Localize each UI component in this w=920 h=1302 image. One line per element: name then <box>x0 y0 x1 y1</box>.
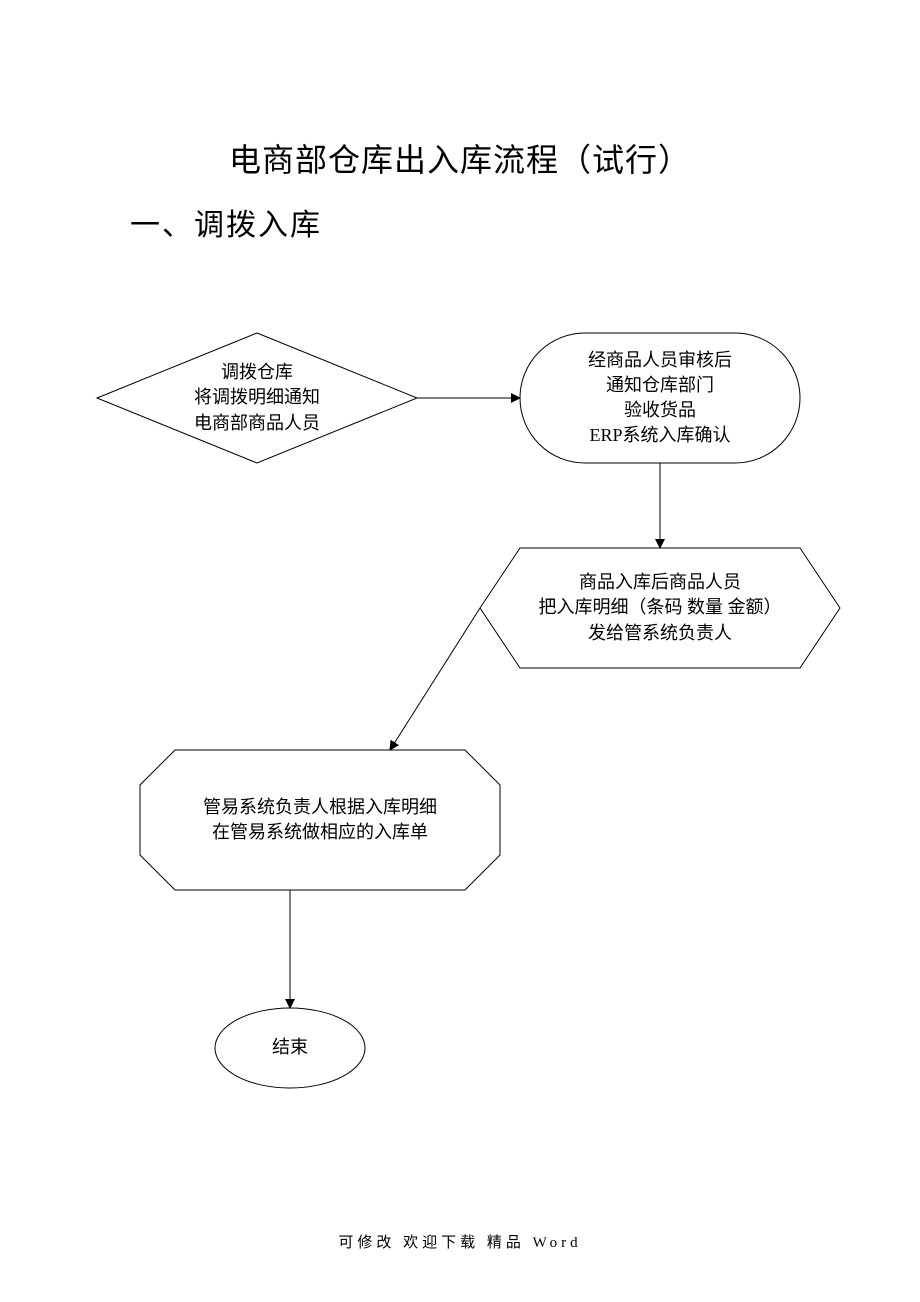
process1-text-2: 通知仓库部门 <box>530 373 790 398</box>
hex2-text-2: 在管易系统做相应的入库单 <box>160 820 480 845</box>
hex1-text-3: 发给管系统负责人 <box>500 621 820 646</box>
hex2-text-1: 管易系统负责人根据入库明细 <box>160 795 480 820</box>
decision-text-3: 电商部商品人员 <box>127 411 387 436</box>
decision-text-1: 调拨仓库 <box>127 360 387 385</box>
node-hex-1: 商品入库后商品人员 把入库明细（条码 数量 金额） 发给管系统负责人 <box>480 548 840 668</box>
process1-text-3: 验收货品 <box>530 398 790 423</box>
hex1-text-1: 商品入库后商品人员 <box>500 570 820 595</box>
decision-text-2: 将调拨明细通知 <box>127 385 387 410</box>
node-process-1: 经商品人员审核后 通知仓库部门 验收货品 ERP系统入库确认 <box>520 333 800 463</box>
node-decision: 调拨仓库 将调拨明细通知 电商部商品人员 <box>97 333 417 463</box>
edge-hex1-to-hex2 <box>390 608 480 750</box>
page-footer: 可修改 欢迎下载 精品 Word <box>0 1231 920 1252</box>
hex1-text-2: 把入库明细（条码 数量 金额） <box>500 595 820 620</box>
process1-text-1: 经商品人员审核后 <box>530 348 790 373</box>
node-terminator: 结束 <box>215 1008 365 1088</box>
process1-text-4: ERP系统入库确认 <box>530 423 790 448</box>
node-hex-2: 管易系统负责人根据入库明细 在管易系统做相应的入库单 <box>140 750 500 890</box>
terminator-text: 结束 <box>215 1035 365 1060</box>
flowchart-svg: 调拨仓库 将调拨明细通知 电商部商品人员 经商品人员审核后 通知仓库部门 验收货… <box>0 0 920 1302</box>
